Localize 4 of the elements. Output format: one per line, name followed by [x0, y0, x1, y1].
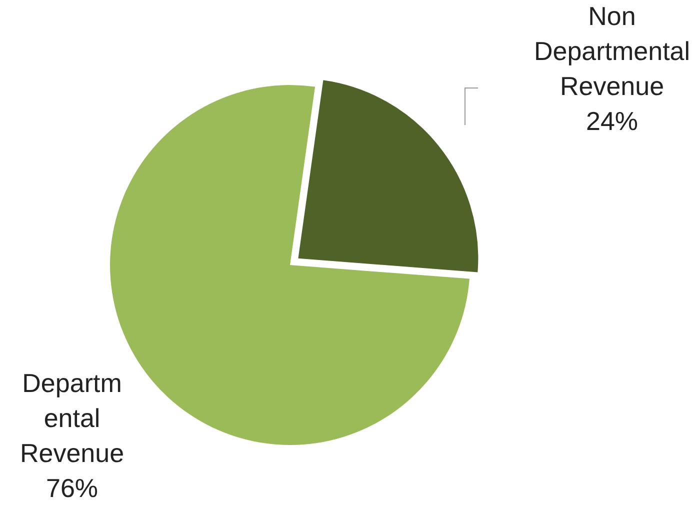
data-label: 76%: [46, 473, 98, 504]
slice-label: Non Departmental Revenue: [534, 1, 690, 102]
slice-label: Departmental Revenue: [20, 368, 124, 468]
data-label: 24%: [586, 106, 638, 136]
